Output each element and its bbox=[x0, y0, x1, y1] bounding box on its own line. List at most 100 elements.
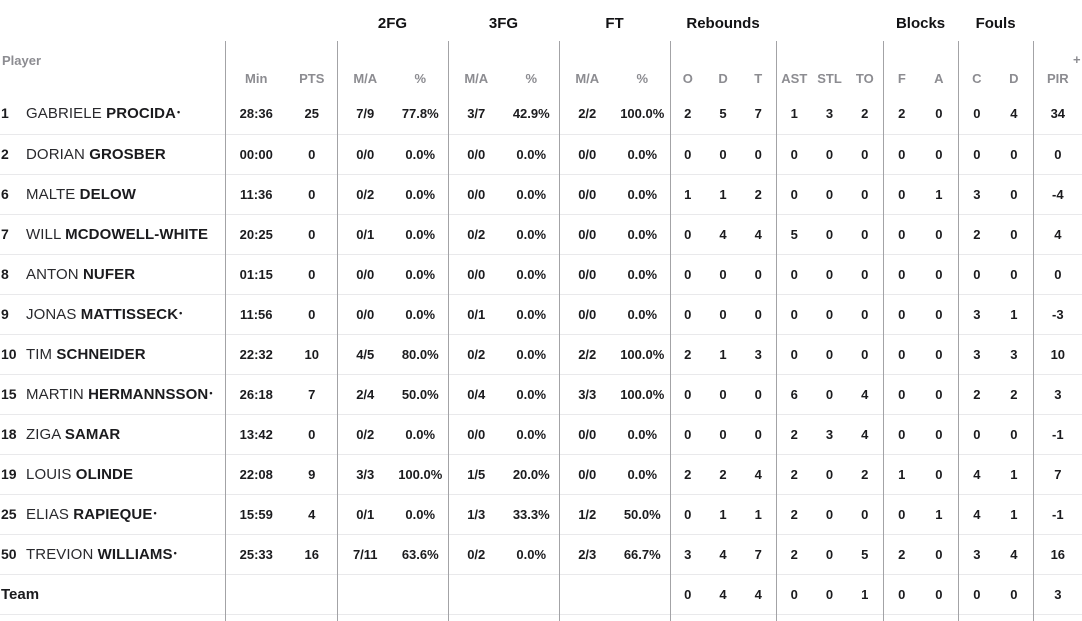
stat-reb-d: 0 bbox=[719, 146, 727, 162]
column-header-player: Player bbox=[2, 53, 42, 68]
stat-stl: 0 bbox=[825, 266, 834, 282]
player-first-name: ZIGA bbox=[26, 425, 65, 443]
starter-marker: • bbox=[173, 547, 177, 558]
stat-2fg-pct: 0.0% bbox=[405, 146, 436, 162]
table-row: 9 JONAS MATTISSECK• 11:56 0 0/0 0.0% 0/1 … bbox=[0, 294, 1082, 334]
stat-blk-a: 0 bbox=[935, 306, 943, 322]
jersey-number: 6 bbox=[1, 185, 9, 202]
stat-3fg-pct: 0.0% bbox=[516, 146, 547, 162]
stat-reb-d: 4 bbox=[719, 226, 727, 242]
player-name-cell[interactable]: 50 TREVION WILLIAMS• bbox=[0, 534, 225, 574]
stat-stl: 3 bbox=[825, 106, 834, 122]
player-name-cell[interactable]: 10 TIM SCHNEIDER bbox=[0, 334, 225, 374]
stat-foul-c: 3 bbox=[957, 534, 996, 574]
stat-to: 1 bbox=[861, 586, 869, 602]
stat-foul-c: 24 bbox=[957, 614, 996, 621]
stat-3fg-ma: 0/0 bbox=[447, 134, 504, 174]
stat-blk-f: 0 bbox=[882, 214, 921, 254]
player-name-cell[interactable]: 18 ZIGA SAMAR bbox=[0, 414, 225, 454]
stat-reb-o: 2 bbox=[669, 94, 706, 134]
stat-blk-f: 0 bbox=[882, 254, 921, 294]
stat-ft-pct: 0.0% bbox=[627, 266, 658, 282]
stat-ft-ma: 10/12 bbox=[558, 614, 615, 621]
stat-blk-f: 0 bbox=[882, 414, 921, 454]
player-name-cell[interactable]: 25 ELIAS RAPIEQUE• bbox=[0, 494, 225, 534]
column-header-blk-a: A bbox=[934, 71, 944, 86]
table-row: 8 ANTON NUFER 01:15 0 0/0 0.0% 0/0 0.0% 0… bbox=[0, 254, 1082, 294]
player-last-name: DELOW bbox=[79, 185, 136, 203]
column-header-ast: AST bbox=[775, 41, 813, 94]
stat-pts: 16 bbox=[304, 546, 319, 562]
stat-foul-d: 3 bbox=[1010, 346, 1018, 362]
stat-reb-t: 7 bbox=[754, 546, 762, 562]
player-first-name: WILL bbox=[26, 225, 66, 243]
stat-reb-o: 0 bbox=[669, 294, 706, 334]
column-header-pts: PTS bbox=[299, 71, 325, 86]
stat-ft-ma: 0/0 bbox=[558, 414, 615, 454]
stat-pts: 7 bbox=[308, 386, 316, 402]
stat-reb-d: 0 bbox=[719, 266, 727, 282]
stat-pts: 0 bbox=[308, 266, 316, 282]
stat-to: 0 bbox=[861, 306, 869, 322]
stat-to: 2 bbox=[861, 106, 869, 122]
stat-stl: 0 bbox=[825, 466, 834, 482]
stat-pts: 10 bbox=[304, 346, 319, 362]
stat-to: 18 bbox=[847, 614, 883, 621]
stat-ast: 2 bbox=[775, 454, 813, 494]
stat-to: 0 bbox=[861, 146, 869, 162]
player-name-cell[interactable]: 6 MALTE DELOW bbox=[0, 174, 225, 214]
group-header-2fg: 2FG bbox=[377, 15, 408, 32]
player-name-cell[interactable]: 19 LOUIS OLINDE bbox=[0, 454, 225, 494]
stat-reb-o: 10 bbox=[669, 614, 706, 621]
player-first-name: MALTE bbox=[26, 185, 80, 203]
player-name-cell[interactable]: 7 WILL MCDOWELL-WHITE bbox=[0, 214, 225, 254]
stat-blk-a: 0 bbox=[935, 426, 943, 442]
player-last-name: MATTISSECK bbox=[80, 305, 179, 323]
stat-3fg-ma: 0/2 bbox=[447, 534, 504, 574]
stat-ast: 5 bbox=[775, 214, 813, 254]
stat-pts: 0 bbox=[308, 186, 316, 202]
stat-stl: 0 bbox=[825, 386, 834, 402]
stat-3fg-ma: 0/0 bbox=[447, 414, 504, 454]
stat-3fg-pct: 0.0% bbox=[516, 546, 547, 562]
stat-ft-pct: 0.0% bbox=[627, 146, 658, 162]
stat-blk-f: 0 bbox=[882, 134, 921, 174]
stat-2fg-pct bbox=[393, 574, 448, 614]
stat-reb-d: 0 bbox=[719, 306, 727, 322]
column-header-reb-t: T bbox=[754, 71, 763, 86]
player-name-cell[interactable]: 9 JONAS MATTISSECK• bbox=[0, 294, 225, 334]
player-name-cell[interactable]: 8 ANTON NUFER bbox=[0, 254, 225, 294]
stat-3fg-ma bbox=[447, 574, 504, 614]
stat-blk-a: 0 bbox=[935, 546, 943, 562]
stat-pts: 0 bbox=[308, 146, 316, 162]
table-row: 6 MALTE DELOW 11:36 0 0/2 0.0% 0/0 0.0% 0… bbox=[0, 174, 1082, 214]
stat-blk-a: 1 bbox=[935, 186, 943, 202]
stat-reb-t: 0 bbox=[754, 386, 762, 402]
stat-pts bbox=[287, 574, 337, 614]
stat-pir: -3 bbox=[1032, 294, 1082, 334]
starter-marker: • bbox=[153, 507, 157, 518]
stat-pir: -4 bbox=[1032, 174, 1082, 214]
stat-blk-a: 0 bbox=[935, 146, 943, 162]
stat-ft-pct: 0.0% bbox=[627, 186, 658, 202]
stat-3fg-ma: 0/2 bbox=[447, 214, 504, 254]
stat-pir: 3 bbox=[1032, 374, 1082, 414]
stat-2fg-ma: 23/38 bbox=[336, 614, 393, 621]
stat-stl: 0 bbox=[825, 346, 834, 362]
stat-2fg-pct: 100.0% bbox=[398, 466, 443, 482]
stat-reb-o: 0 bbox=[669, 374, 706, 414]
stat-blk-a: 0 bbox=[935, 586, 943, 602]
stat-reb-o: 0 bbox=[669, 574, 706, 614]
stat-foul-c: 0 bbox=[957, 414, 996, 454]
stat-3fg-ma: 0/0 bbox=[447, 174, 504, 214]
stat-stl: 3 bbox=[825, 426, 834, 442]
stat-3fg-pct bbox=[504, 574, 559, 614]
player-last-name: SCHNEIDER bbox=[56, 345, 146, 363]
player-name-cell[interactable]: 15 MARTIN HERMANNSSON• bbox=[0, 374, 225, 414]
player-name-cell[interactable]: 2 DORIAN GROSBER bbox=[0, 134, 225, 174]
player-last-name: MCDOWELL-WHITE bbox=[65, 225, 209, 243]
player-name-cell[interactable]: 1 GABRIELE PROCIDA• bbox=[0, 94, 225, 134]
stat-ft-ma bbox=[558, 574, 615, 614]
stat-blk-a: 0 bbox=[935, 226, 943, 242]
stat-ft-ma: 2/3 bbox=[558, 534, 615, 574]
